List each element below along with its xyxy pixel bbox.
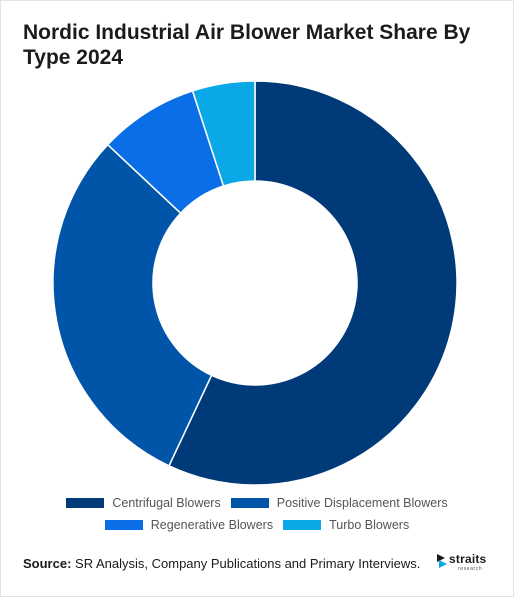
straits-logo-icon: [437, 554, 447, 568]
donut-slice-turbo: [191, 80, 256, 187]
legend-item-turbo: Turbo Blowers: [283, 518, 409, 532]
legend-row-1: Centrifugal Blowers Positive Displacemen…: [0, 492, 514, 514]
legend-row-2: Regenerative Blowers Turbo Blowers: [0, 514, 514, 536]
logo-name: straits: [449, 552, 487, 566]
legend-swatch-regenerative: [104, 520, 143, 530]
legend-label-centrifugal: Centrifugal Blowers: [112, 496, 221, 510]
legend-item-centrifugal: Centrifugal Blowers: [66, 496, 221, 510]
legend-item-regenerative: Regenerative Blowers: [104, 518, 274, 532]
chart-title: Nordic Industrial Air Blower Market Shar…: [23, 21, 471, 69]
legend-label-regenerative: Regenerative Blowers: [150, 518, 274, 532]
source-note: Source: SR Analysis, Company Publication…: [23, 556, 420, 571]
logo-subtitle: research: [458, 566, 483, 572]
legend-swatch-positive-displacement: [230, 498, 269, 508]
donut-chart: [52, 80, 458, 486]
source-text: SR Analysis, Company Publications and Pr…: [75, 556, 421, 571]
legend-item-positive-displacement: Positive Displacement Blowers: [230, 496, 448, 510]
source-label: Source:: [23, 556, 72, 571]
legend-label-positive-displacement: Positive Displacement Blowers: [276, 496, 448, 510]
legend-swatch-centrifugal: [66, 498, 105, 508]
donut-slice-centrifugal: [167, 80, 458, 486]
donut-slice-positive-displacement: [52, 143, 213, 467]
chart-legend: Centrifugal Blowers Positive Displacemen…: [0, 492, 514, 536]
legend-swatch-turbo: [283, 520, 322, 530]
legend-label-turbo: Turbo Blowers: [329, 518, 410, 532]
straits-logo: straits research: [436, 550, 496, 574]
